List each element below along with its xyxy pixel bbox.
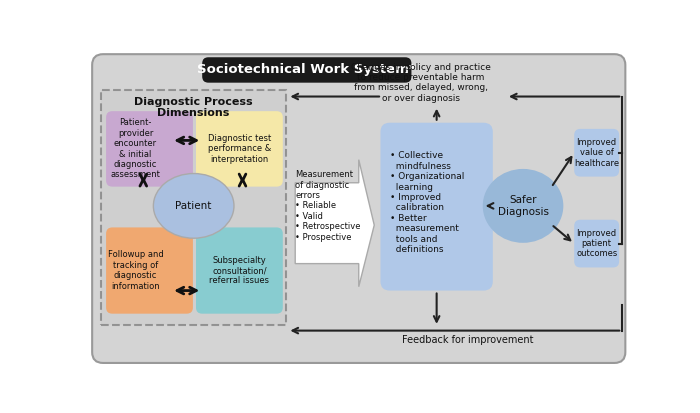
Text: Feedback for improvement: Feedback for improvement — [402, 335, 533, 345]
FancyBboxPatch shape — [196, 111, 283, 187]
Ellipse shape — [153, 173, 234, 238]
Bar — [102, 90, 286, 325]
FancyBboxPatch shape — [574, 220, 619, 268]
Text: Patient: Patient — [176, 201, 212, 211]
Text: Subspecialty
consultation/
referral issues: Subspecialty consultation/ referral issu… — [209, 256, 270, 285]
FancyBboxPatch shape — [202, 57, 412, 83]
Text: Followup and
tracking of
diagnostic
information: Followup and tracking of diagnostic info… — [108, 250, 163, 291]
Text: Patient-
provider
encounter
& initial
diagnostic
assessment: Patient- provider encounter & initial di… — [111, 119, 160, 179]
Text: Improved
value of
healthcare: Improved value of healthcare — [574, 138, 620, 168]
Text: Measurement
of diagnostic
errors
• Reliable
• Valid
• Retrospective
• Prospectiv: Measurement of diagnostic errors • Relia… — [295, 170, 360, 242]
Text: Diagnostic test
performance &
interpretation: Diagnostic test performance & interpreta… — [208, 134, 271, 164]
Text: • Collective
  mindfulness
• Organizational
  learning
• Improved
  calibration
: • Collective mindfulness • Organizationa… — [390, 152, 464, 254]
FancyBboxPatch shape — [92, 54, 625, 363]
FancyBboxPatch shape — [381, 123, 493, 291]
Text: Improved
patient
outcomes: Improved patient outcomes — [576, 229, 617, 259]
Text: Safer
Diagnosis: Safer Diagnosis — [498, 195, 549, 217]
Polygon shape — [295, 160, 374, 287]
Ellipse shape — [483, 169, 564, 243]
FancyBboxPatch shape — [574, 129, 619, 177]
Text: Sociotechnical Work System*: Sociotechnical Work System* — [197, 64, 416, 76]
Text: Diagnostic Process
Dimensions: Diagnostic Process Dimensions — [134, 97, 253, 118]
FancyBboxPatch shape — [196, 228, 283, 313]
FancyBboxPatch shape — [106, 228, 193, 313]
FancyBboxPatch shape — [106, 111, 193, 187]
Text: Changes in policy and practice
to reduce preventable harm
from missed, delayed, : Changes in policy and practice to reduce… — [351, 63, 491, 103]
